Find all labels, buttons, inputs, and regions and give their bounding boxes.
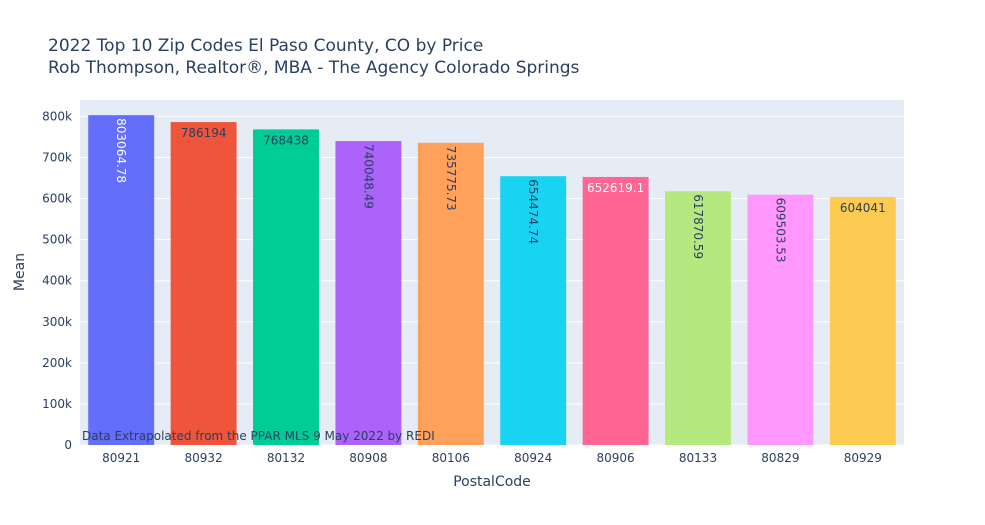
y-tick-label: 700k xyxy=(42,151,72,165)
x-tick-label: 80906 xyxy=(597,451,635,465)
bar-80924 xyxy=(500,176,567,445)
y-tick-label: 800k xyxy=(42,109,72,123)
bar-value-label: 768438 xyxy=(263,133,309,147)
x-tick-label: 80929 xyxy=(844,451,882,465)
bar-80929 xyxy=(829,196,896,445)
bar-80132 xyxy=(253,129,319,445)
x-tick-label: 80932 xyxy=(185,451,223,465)
x-tick-label: 80132 xyxy=(267,451,305,465)
bar-value-labels: 803064.78 786194 768438 740048.49 735775.73 6… xyxy=(114,118,886,262)
bar-80921 xyxy=(88,115,155,445)
y-axis-title: Mean xyxy=(12,253,28,291)
bar-value-label: 652619.1 xyxy=(587,181,644,195)
source-annotation: Data Extrapolated from the PPAR MLS 9 Ma… xyxy=(82,429,435,443)
y-tick-label: 600k xyxy=(42,192,72,206)
x-axis-title: PostalCode xyxy=(453,474,531,490)
bar-value-label: 654474.74 xyxy=(526,179,540,244)
x-axis-ticks: 80921 80932 80132 80908 80106 80924 80906 80133… xyxy=(102,451,882,465)
bar-value-label: 786194 xyxy=(181,126,227,140)
y-tick-label: 200k xyxy=(42,356,72,370)
y-axis-ticks: 0 100k 200k 300k 400k 500k 600k 700k 800k xyxy=(42,109,72,452)
y-tick-label: 0 xyxy=(64,438,72,452)
bar-80932 xyxy=(170,122,237,446)
x-tick-label: 80829 xyxy=(761,451,799,465)
chart-subtitle: Rob Thompson, Realtor®, MBA - The Agency… xyxy=(48,58,580,78)
bar-80906 xyxy=(582,176,649,445)
chart-title: 2022 Top 10 Zip Codes El Paso County, CO… xyxy=(48,36,483,56)
bar-80829 xyxy=(747,194,814,445)
bars xyxy=(88,115,896,446)
x-tick-label: 80908 xyxy=(349,451,387,465)
x-tick-label: 80106 xyxy=(432,451,470,465)
y-tick-label: 300k xyxy=(42,315,72,329)
bar-80908 xyxy=(335,141,402,445)
x-tick-label: 80924 xyxy=(514,451,552,465)
bar-value-label: 735775.73 xyxy=(444,146,458,211)
y-tick-label: 500k xyxy=(42,233,72,247)
bar-value-label: 604041 xyxy=(840,201,886,215)
y-tick-label: 400k xyxy=(42,274,72,288)
bar-80133 xyxy=(665,191,731,445)
bar-80106 xyxy=(417,142,484,445)
bar-value-label: 740048.49 xyxy=(361,144,375,209)
bar-value-label: 609503.53 xyxy=(773,198,787,263)
x-tick-label: 80133 xyxy=(679,451,717,465)
x-tick-label: 80921 xyxy=(102,451,140,465)
y-tick-label: 100k xyxy=(42,397,72,411)
bar-value-label: 803064.78 xyxy=(114,118,128,183)
bar-value-label: 617870.59 xyxy=(691,194,705,259)
